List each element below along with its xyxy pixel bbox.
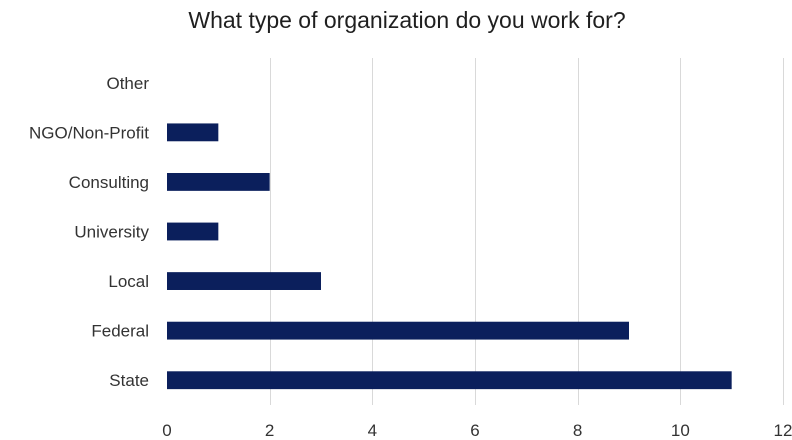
category-label: Local [108,272,149,291]
bar [167,222,219,241]
category-label: Other [106,74,149,93]
category-label: Federal [91,322,149,341]
x-tick-label: 10 [671,421,690,440]
x-tick-label: 6 [470,421,479,440]
category-label: State [109,371,149,390]
x-tick-label: 2 [265,421,274,440]
bar [167,272,321,290]
bar [167,173,270,191]
x-axis-tick-labels: 0 2 4 6 8 10 12 [162,421,792,440]
bar [167,123,219,142]
category-labels: State Federal Local University Consulting NGO… [29,74,149,390]
x-tick-label: 12 [774,421,792,440]
x-tick-label: 4 [368,421,377,440]
bar [167,371,732,390]
bars [167,123,732,390]
category-label: Consulting [69,173,149,192]
gridlines [270,58,784,405]
bar [167,321,629,340]
chart-title: What type of organization do you work fo… [188,7,625,33]
x-tick-label: 8 [573,421,582,440]
category-label: NGO/Non-Profit [29,123,149,142]
x-tick-label: 0 [162,421,171,440]
category-label: University [74,223,149,242]
